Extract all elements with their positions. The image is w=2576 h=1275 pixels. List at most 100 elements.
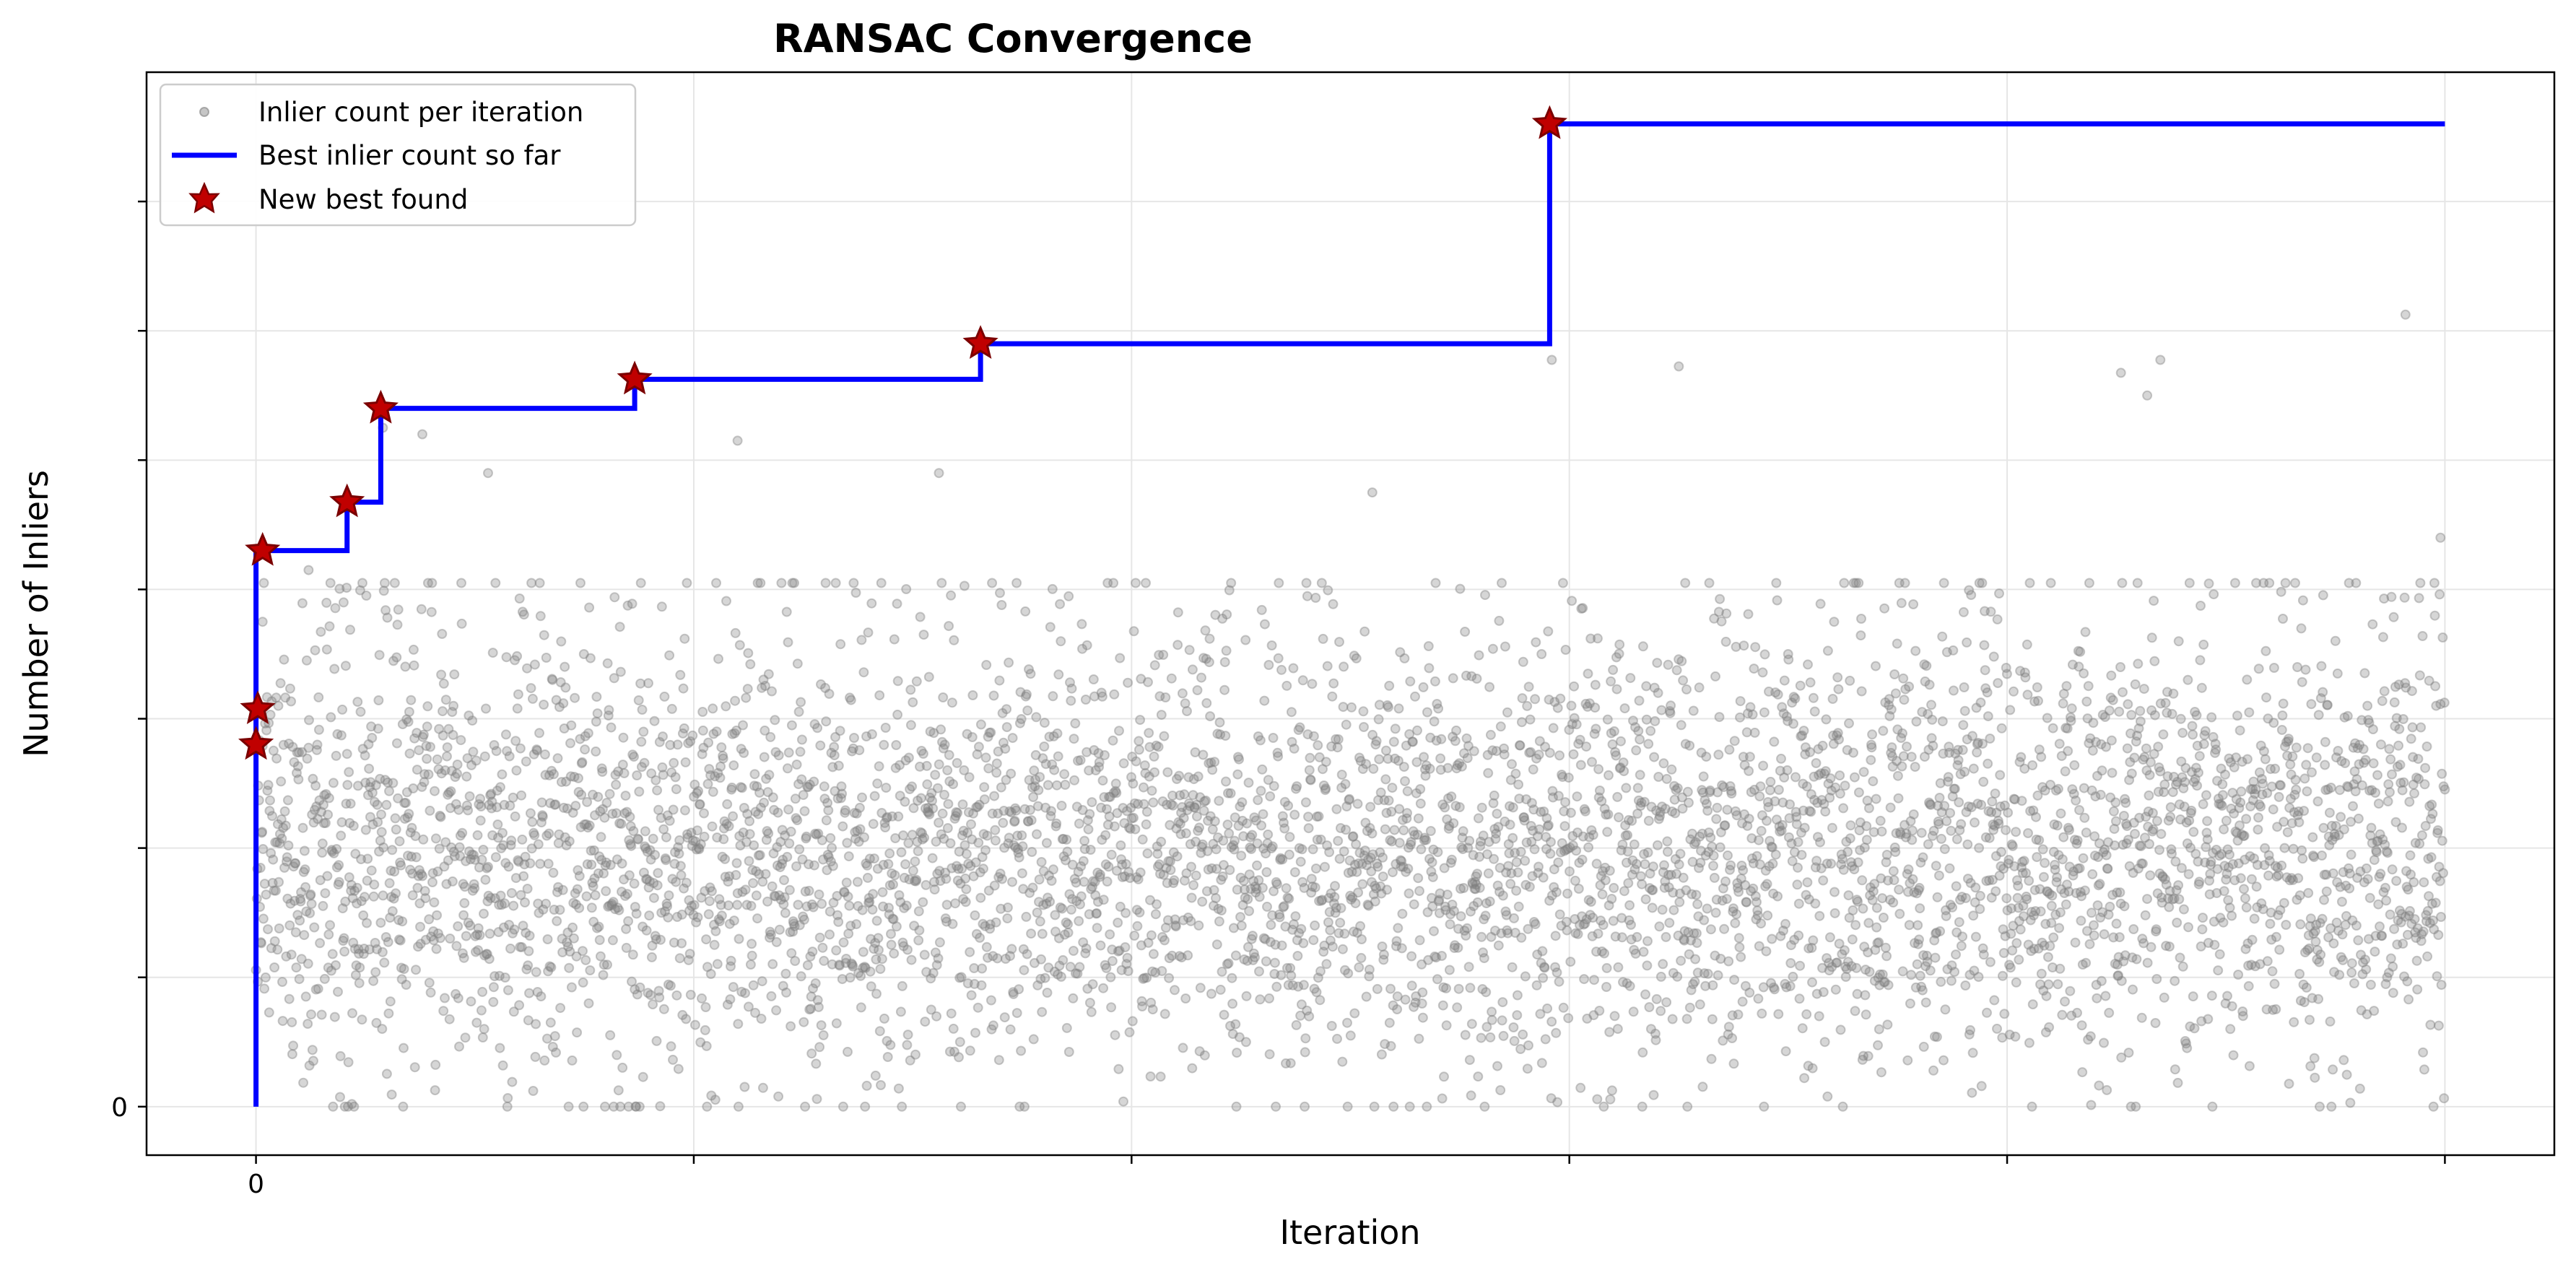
scatter-point xyxy=(267,878,278,888)
scatter-point xyxy=(1063,919,1073,930)
scatter-point xyxy=(543,858,554,869)
scatter-point xyxy=(580,819,591,830)
scatter-point xyxy=(643,882,654,893)
scatter-point xyxy=(2283,734,2294,744)
scatter-point xyxy=(1378,852,1388,863)
scatter-point xyxy=(403,850,413,861)
scatter-point xyxy=(1233,820,1244,831)
scatter-point xyxy=(1480,590,1490,601)
scatter-point xyxy=(306,1009,316,1020)
scatter-point xyxy=(370,780,381,791)
scatter-point xyxy=(2178,904,2189,915)
scatter-point xyxy=(2150,1018,2161,1028)
scatter-point xyxy=(1472,897,1483,908)
scatter-point xyxy=(495,782,505,793)
scatter-point xyxy=(1644,1002,1655,1012)
scatter-point xyxy=(325,578,336,588)
scatter-point xyxy=(1912,959,1923,970)
scatter-point xyxy=(494,900,505,910)
scatter-point xyxy=(658,770,669,780)
scatter-point xyxy=(378,842,389,853)
scatter-point xyxy=(2336,811,2346,822)
scatter-point xyxy=(1113,946,1123,957)
scatter-point xyxy=(1954,917,1964,928)
scatter-point xyxy=(1678,675,1689,686)
scatter-point xyxy=(2032,852,2042,863)
scatter-point xyxy=(1702,805,1713,816)
scatter-point xyxy=(2428,1101,2439,1112)
scatter-point xyxy=(609,592,620,603)
scatter-point xyxy=(2217,779,2228,790)
scatter-point xyxy=(891,921,902,932)
scatter-point xyxy=(793,900,804,910)
scatter-point xyxy=(687,730,698,741)
scatter-point xyxy=(2011,827,2022,837)
scatter-point xyxy=(904,874,915,885)
scatter-point xyxy=(946,590,957,601)
scatter-point xyxy=(1128,626,1139,637)
scatter-point xyxy=(2145,870,2156,881)
scatter-point xyxy=(2260,645,2271,656)
scatter-point xyxy=(366,865,377,876)
scatter-point xyxy=(670,772,681,783)
scatter-point xyxy=(2183,674,2193,685)
scatter-point xyxy=(1313,740,1323,751)
scatter-point xyxy=(957,830,967,841)
scatter-point xyxy=(1349,1008,1360,1019)
scatter-point xyxy=(897,1101,908,1112)
scatter-point xyxy=(1338,702,1349,713)
scatter-point xyxy=(1663,659,1674,670)
scatter-point xyxy=(1421,835,1432,845)
scatter-point xyxy=(1624,900,1635,910)
scatter-point xyxy=(1977,578,1988,588)
scatter-point xyxy=(549,905,560,915)
scatter-point xyxy=(1049,765,1060,775)
scatter-point xyxy=(1899,695,1910,705)
scatter-point xyxy=(1240,635,1251,645)
scatter-point xyxy=(441,879,452,889)
scatter-point xyxy=(1927,714,1938,725)
scatter-point xyxy=(966,819,976,830)
scatter-point xyxy=(1165,856,1175,866)
scatter-point xyxy=(890,833,901,843)
scatter-point xyxy=(277,833,287,844)
scatter-point xyxy=(302,753,313,764)
scatter-point xyxy=(809,776,819,787)
scatter-point xyxy=(2117,578,2128,588)
scatter-point xyxy=(718,753,728,764)
scatter-point xyxy=(830,731,840,742)
scatter-point xyxy=(476,1005,487,1016)
scatter-point xyxy=(1034,897,1044,908)
scatter-point xyxy=(438,706,448,717)
scatter-point xyxy=(1096,802,1107,813)
scatter-point xyxy=(2110,816,2121,827)
scatter-point xyxy=(709,939,720,950)
scatter-point xyxy=(1178,813,1189,824)
scatter-point xyxy=(630,984,640,995)
scatter-point xyxy=(1713,749,1724,760)
scatter-point xyxy=(1051,818,1062,829)
scatter-point xyxy=(1565,807,1576,818)
scatter-point xyxy=(360,892,370,902)
scatter-point xyxy=(1505,819,1515,830)
scatter-point xyxy=(932,869,943,879)
scatter-point xyxy=(2244,1061,2255,1071)
scatter-point xyxy=(786,1021,796,1032)
scatter-point xyxy=(584,820,595,831)
scatter-point xyxy=(972,1002,983,1013)
scatter-point xyxy=(494,970,505,981)
scatter-point xyxy=(1047,583,1058,594)
scatter-point xyxy=(583,728,593,739)
scatter-point xyxy=(1752,897,1762,908)
scatter-point xyxy=(1807,977,1817,988)
scatter-point xyxy=(830,578,841,588)
scatter-point xyxy=(1530,694,1541,705)
scatter-point xyxy=(472,830,483,840)
scatter-point xyxy=(751,890,762,901)
scatter-point xyxy=(1707,980,1718,991)
scatter-point xyxy=(565,947,575,957)
scatter-point xyxy=(874,1026,885,1037)
scatter-point xyxy=(2077,1067,2088,1078)
scatter-point xyxy=(1110,786,1121,796)
scatter-point xyxy=(2184,578,2195,588)
